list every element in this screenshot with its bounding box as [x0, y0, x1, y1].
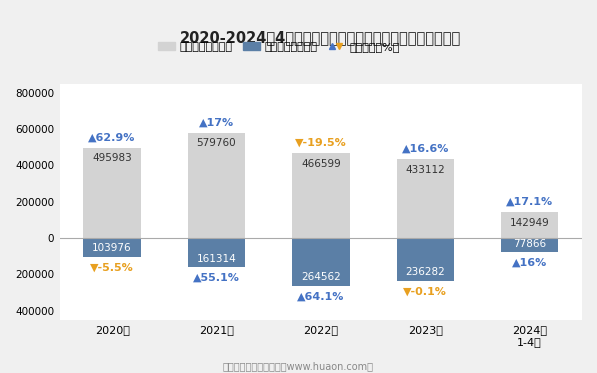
Title: 2020-2024年4月贵阳市商品收发货人所在地进、出口额统计: 2020-2024年4月贵阳市商品收发货人所在地进、出口额统计: [180, 30, 461, 45]
Bar: [84, 238, 141, 257]
Text: ▲16%: ▲16%: [512, 258, 547, 267]
Bar: [188, 133, 245, 238]
Text: 161314: 161314: [196, 254, 236, 264]
Bar: [188, 238, 245, 267]
Text: ▼-0.1%: ▼-0.1%: [403, 286, 447, 296]
Text: 236282: 236282: [405, 267, 445, 277]
Text: ▲55.1%: ▲55.1%: [193, 273, 240, 283]
Legend: 出口额（万美元）, 进口额（万美元）, 同比增长（%）: 出口额（万美元）, 进口额（万美元）, 同比增长（%）: [153, 38, 404, 56]
Text: 495983: 495983: [93, 153, 132, 163]
Text: 433112: 433112: [405, 165, 445, 175]
Text: 579760: 579760: [196, 138, 236, 148]
Bar: [292, 153, 349, 238]
Text: ▲17.1%: ▲17.1%: [506, 197, 553, 207]
Text: ▲62.9%: ▲62.9%: [88, 132, 136, 142]
Bar: [396, 159, 454, 238]
Bar: [396, 238, 454, 281]
Text: 103976: 103976: [93, 243, 132, 253]
Text: ▼-5.5%: ▼-5.5%: [90, 262, 134, 272]
Text: 264562: 264562: [301, 272, 341, 282]
Text: ▲64.1%: ▲64.1%: [297, 291, 344, 301]
Text: 466599: 466599: [301, 159, 341, 169]
Text: 77866: 77866: [513, 238, 546, 248]
Bar: [84, 148, 141, 238]
Text: ▲16.6%: ▲16.6%: [402, 144, 449, 154]
Text: ▲17%: ▲17%: [199, 117, 234, 128]
Bar: [501, 212, 558, 238]
Text: ▼-19.5%: ▼-19.5%: [295, 138, 347, 148]
Bar: [292, 238, 349, 286]
Text: 制图：华经产业研究院（www.huaon.com）: 制图：华经产业研究院（www.huaon.com）: [223, 361, 374, 371]
Text: 142949: 142949: [510, 217, 549, 228]
Bar: [501, 238, 558, 252]
